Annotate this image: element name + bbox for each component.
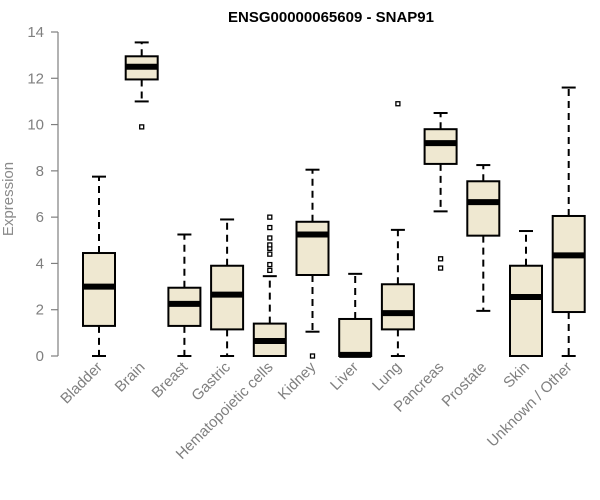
box-gastric — [210, 218, 245, 357]
outlier-point — [395, 101, 401, 107]
x-tick-label: Kidney — [275, 358, 320, 403]
x-tick-label: Prostate — [439, 359, 491, 411]
outlier-point — [267, 214, 273, 220]
x-tick-label: Liver — [327, 359, 362, 394]
box-unknown-other — [551, 86, 586, 357]
outlier-point — [267, 251, 273, 257]
box-iqr — [551, 214, 586, 314]
outlier-point — [267, 242, 273, 248]
y-tick-label: 2 — [36, 302, 44, 319]
y-tick-label: 0 — [36, 348, 44, 365]
box-prostate — [466, 164, 501, 312]
outlier-point — [309, 353, 316, 359]
box-iqr — [338, 317, 373, 358]
x-tick-label: Skin — [500, 359, 533, 392]
box-breast — [167, 233, 202, 357]
y-tick-label: 12 — [27, 70, 44, 87]
outlier-point — [267, 224, 273, 231]
outlier-point — [267, 267, 273, 274]
chart-title: ENSG00000065609 - SNAP91 — [228, 9, 434, 26]
x-tick-label: Lung — [369, 359, 405, 395]
box-brain — [124, 41, 159, 130]
x-tick-label: Brain — [112, 359, 149, 396]
outlier-point — [267, 261, 273, 268]
outlier-point — [437, 256, 444, 262]
box-iqr — [423, 128, 458, 165]
box-iqr — [380, 283, 415, 331]
y-tick-label: 8 — [36, 163, 44, 180]
box-iqr — [466, 180, 501, 237]
box-iqr — [295, 220, 330, 276]
x-tick-label: Bladder — [57, 359, 106, 408]
box-iqr — [509, 264, 543, 357]
y-tick-label: 10 — [27, 117, 44, 134]
box-liver — [338, 272, 373, 358]
box-skin — [509, 230, 543, 357]
outlier-point — [437, 265, 444, 271]
y-axis-label: Expression — [0, 162, 17, 236]
y-axis: 0 2 4 6 8 10 12 14 — [27, 24, 59, 365]
x-tick-label: Breast — [149, 358, 192, 401]
box-pancreas — [423, 112, 458, 271]
y-tick-label: 6 — [36, 209, 44, 226]
box-kidney — [295, 168, 330, 359]
box-lung — [380, 101, 415, 357]
outlier-point — [139, 124, 145, 130]
boxes-group — [82, 41, 586, 359]
box-hematopoietic-cells — [252, 214, 287, 358]
outlier-point — [267, 235, 273, 241]
y-tick-label: 4 — [36, 255, 44, 272]
box-bladder — [82, 175, 116, 357]
y-tick-label: 14 — [27, 24, 44, 41]
